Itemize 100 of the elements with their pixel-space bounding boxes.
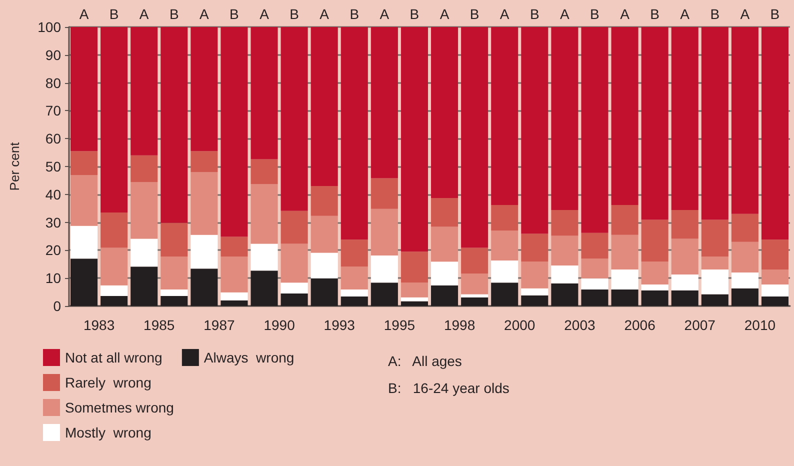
y-tick-label: 60 <box>45 130 62 147</box>
text: B: 16-24 year olds <box>388 380 510 396</box>
bar <box>461 274 488 294</box>
bar <box>491 205 518 231</box>
bar <box>581 278 608 290</box>
bar <box>100 248 128 286</box>
bar <box>310 252 338 278</box>
bar <box>160 27 188 223</box>
x-tick-label: B <box>109 6 119 22</box>
x-tick-label: A <box>380 6 390 22</box>
text: 2000 <box>504 317 536 333</box>
bar <box>701 220 728 257</box>
bar <box>70 226 98 259</box>
bar <box>250 184 278 244</box>
bar <box>280 244 308 283</box>
bar <box>70 175 98 226</box>
bar <box>761 269 788 285</box>
bar <box>671 210 698 239</box>
bar <box>701 27 728 220</box>
bar <box>731 27 758 214</box>
bar <box>671 274 698 290</box>
x-tick-label: A <box>680 6 690 22</box>
text: 1998 <box>444 317 476 333</box>
bar <box>521 27 548 234</box>
bar <box>581 258 608 278</box>
x-tick-label: A <box>139 6 150 22</box>
bar <box>761 284 788 297</box>
bar <box>761 296 788 306</box>
bar <box>400 297 428 302</box>
bar <box>611 205 638 235</box>
bar <box>581 27 608 233</box>
bar <box>100 212 128 248</box>
bar <box>190 27 218 152</box>
bar <box>431 262 458 286</box>
bar <box>431 285 458 306</box>
bar <box>701 269 728 294</box>
bar <box>521 234 548 262</box>
text: 2010 <box>744 317 776 333</box>
bar <box>731 288 758 306</box>
bar <box>701 256 728 270</box>
bar <box>400 252 428 283</box>
legend-label: Always wrong <box>204 350 294 366</box>
bar <box>190 268 218 306</box>
y-tick-label: 20 <box>45 242 62 258</box>
bar <box>160 256 188 290</box>
y-tick-label: 0 <box>53 298 62 314</box>
bar <box>641 220 668 262</box>
x-tick-label: B <box>710 6 720 22</box>
bar <box>431 226 458 262</box>
x-tick-label: B <box>770 6 780 22</box>
y-tick-label: 10 <box>45 270 62 286</box>
legend-label: Mostly wrong <box>65 424 152 440</box>
x-tick-label: B <box>470 6 480 22</box>
bar <box>340 240 368 267</box>
bar <box>491 27 518 205</box>
bar <box>310 216 338 253</box>
bar <box>130 238 158 267</box>
y-tick-label: 80 <box>45 74 62 91</box>
x-tick-label: A <box>320 6 330 22</box>
bar <box>400 27 428 252</box>
bar <box>220 236 248 257</box>
bar <box>100 296 128 306</box>
bar <box>431 198 458 227</box>
bar <box>431 27 458 198</box>
bar <box>461 248 488 274</box>
bar <box>130 155 158 182</box>
text: 1985 <box>144 317 175 333</box>
legend-label: Not at all wrong <box>65 350 162 366</box>
bar <box>731 214 758 242</box>
bar <box>280 210 308 244</box>
x-tick-label: A <box>260 6 270 22</box>
bar <box>491 282 518 306</box>
x-tick-label: A <box>79 6 90 22</box>
bar <box>160 222 188 257</box>
bar <box>551 210 578 236</box>
bar <box>250 159 278 184</box>
bar <box>280 293 308 306</box>
y-tick-label: 90 <box>45 46 62 63</box>
x-tick-label: A <box>740 6 750 22</box>
bar <box>611 27 638 205</box>
bar <box>581 232 608 259</box>
bar <box>521 288 548 296</box>
bar <box>220 300 248 306</box>
y-tick-label: 70 <box>45 102 62 119</box>
bar <box>370 208 398 256</box>
text: 2006 <box>624 317 656 333</box>
bar <box>130 266 158 306</box>
text: 1987 <box>204 317 235 333</box>
y-tick-label: 100 <box>38 19 62 35</box>
bar <box>671 238 698 274</box>
bar <box>370 282 398 306</box>
y-axis-title: Per cent <box>7 142 22 191</box>
text: 1995 <box>384 317 416 333</box>
bar <box>310 27 338 186</box>
bar <box>671 290 698 306</box>
bar <box>280 282 308 294</box>
x-tick-label: B <box>230 6 239 22</box>
x-tick-label: A <box>440 6 450 22</box>
bar <box>551 27 578 210</box>
bar <box>340 266 368 290</box>
